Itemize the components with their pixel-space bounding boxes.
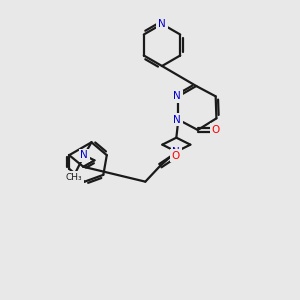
Text: N: N — [80, 150, 88, 160]
Text: N: N — [173, 91, 181, 101]
Text: O: O — [171, 151, 179, 161]
Text: O: O — [212, 125, 220, 135]
Text: CH₃: CH₃ — [66, 173, 83, 182]
Text: N: N — [173, 115, 181, 125]
Text: N: N — [158, 19, 166, 29]
Text: N: N — [172, 147, 180, 157]
